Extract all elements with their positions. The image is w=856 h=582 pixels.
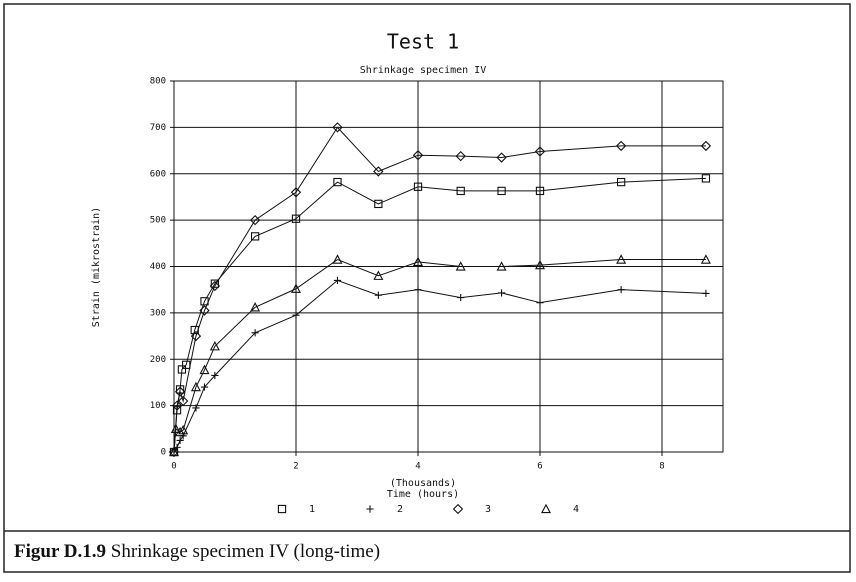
x-tick-label: 4 (415, 462, 420, 472)
x-tick-label: 0 (171, 462, 176, 472)
legend-marker (366, 505, 374, 513)
x-tick-label: 2 (293, 462, 298, 472)
data-point (615, 140, 627, 152)
y-tick-label: 200 (150, 355, 166, 365)
y-tick-label: 300 (150, 308, 166, 318)
data-point (190, 330, 202, 342)
data-point (168, 446, 180, 458)
chart-subtitle: Shrinkage specimen IV (360, 65, 486, 76)
data-point (412, 256, 424, 267)
data-point (700, 140, 712, 152)
data-point (456, 186, 465, 196)
data-point (534, 146, 546, 157)
data-point (333, 276, 342, 285)
data-point (700, 254, 711, 264)
data-point (250, 232, 260, 241)
data-point (374, 199, 383, 209)
data-point (414, 286, 422, 294)
data-point (211, 371, 219, 380)
y-tick-label: 700 (150, 123, 166, 133)
data-point (536, 299, 544, 307)
data-point (200, 383, 209, 391)
data-point (374, 291, 382, 299)
x-tick-label: 6 (537, 462, 542, 472)
data-point (497, 186, 506, 196)
data-point (332, 122, 343, 133)
caption: Figur D.1.9 Shrinkage specimen IV (long-… (14, 541, 380, 562)
data-point (170, 423, 181, 433)
y-tick-label: 0 (161, 448, 166, 458)
data-point (199, 364, 210, 375)
data-point (174, 386, 186, 397)
data-point (616, 177, 626, 187)
data-point (199, 305, 210, 316)
data-point (292, 311, 300, 319)
data-point (455, 261, 466, 271)
data-point (171, 400, 183, 411)
legend-marker (540, 503, 552, 514)
caption-label: Figur D.1.9 (14, 541, 106, 562)
data-point (496, 152, 507, 163)
data-point (617, 286, 625, 294)
data-point (701, 174, 711, 183)
data-point (373, 166, 384, 177)
data-point (291, 214, 301, 223)
data-point (249, 214, 261, 226)
data-point (457, 293, 465, 302)
data-point (535, 186, 545, 196)
legend-label: 4 (573, 504, 579, 515)
legend-label: 2 (397, 504, 403, 515)
data-point (192, 404, 200, 412)
data-point (332, 254, 343, 264)
data-point (168, 446, 180, 457)
data-point (176, 436, 184, 445)
legend-marker (452, 503, 464, 515)
data-point (616, 254, 627, 264)
data-point (178, 424, 189, 435)
data-point (250, 302, 261, 312)
caption-text: Shrinkage specimen IV (long-time) (111, 541, 380, 562)
data-point (177, 395, 189, 407)
legend-label: 3 (485, 504, 491, 515)
data-point (496, 261, 507, 271)
outer-frame (3, 3, 851, 573)
y-tick-label: 100 (150, 401, 166, 411)
data-point (175, 426, 186, 437)
data-point (209, 280, 221, 292)
x-tick-label: 8 (659, 462, 664, 472)
series-line (173, 177, 706, 453)
x-unit-note: (Thousands) (390, 478, 456, 489)
data-point (290, 187, 302, 198)
chart-title: Test 1 (387, 30, 459, 54)
y-tick-label: 400 (150, 262, 166, 272)
y-tick-label: 800 (150, 77, 166, 87)
data-point (190, 381, 201, 392)
data-point (702, 289, 710, 297)
data-point (290, 283, 302, 293)
data-point (177, 365, 187, 374)
y-tick-label: 600 (150, 169, 166, 179)
x-axis-label: Time (hours) (387, 489, 459, 500)
data-point (412, 150, 424, 161)
legend-label: 1 (309, 504, 315, 515)
data-point (413, 182, 423, 191)
data-point (373, 270, 384, 280)
data-point (251, 329, 259, 337)
y-axis-label: Strain (mikrostrain) (91, 207, 102, 327)
data-point (333, 177, 342, 187)
y-tick-label: 500 (150, 216, 166, 226)
data-point (455, 150, 466, 162)
data-point (497, 289, 506, 297)
data-point (209, 340, 220, 351)
series-line (173, 258, 706, 453)
legend-marker (277, 504, 287, 514)
data-point (534, 259, 546, 270)
